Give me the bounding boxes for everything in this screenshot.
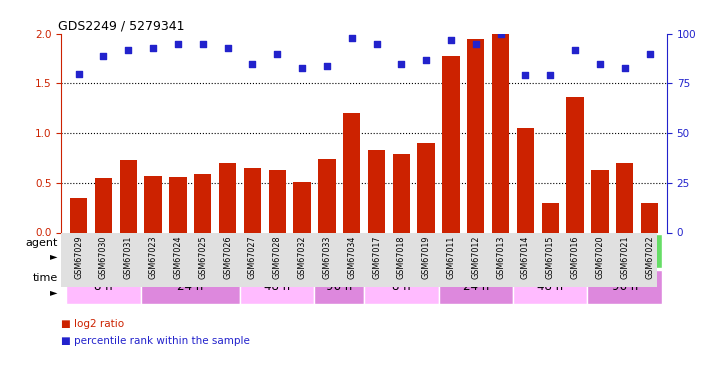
Point <box>619 64 630 70</box>
Bar <box>169 177 187 232</box>
Bar <box>567 98 584 232</box>
Point <box>570 46 581 53</box>
Bar <box>293 182 311 232</box>
Bar <box>513 270 588 304</box>
Point <box>495 31 506 37</box>
Bar <box>364 234 662 268</box>
Point <box>247 60 258 67</box>
Text: GDS2249 / 5279341: GDS2249 / 5279341 <box>58 20 185 33</box>
Point <box>222 45 234 51</box>
Point <box>147 45 159 51</box>
Text: 48 h: 48 h <box>537 280 563 293</box>
Text: GSM67017: GSM67017 <box>372 235 381 279</box>
Text: agent: agent <box>25 238 58 248</box>
Point <box>296 64 308 70</box>
Bar <box>194 174 211 232</box>
Text: GSM67028: GSM67028 <box>273 235 282 279</box>
Bar <box>240 270 314 304</box>
Text: 96 h: 96 h <box>326 280 353 293</box>
Point <box>470 41 482 47</box>
Bar <box>314 270 364 304</box>
Bar <box>492 34 509 232</box>
Text: GSM67014: GSM67014 <box>521 235 530 279</box>
Text: 8 h: 8 h <box>392 280 411 293</box>
Point <box>396 60 407 67</box>
Text: GSM67025: GSM67025 <box>198 235 207 279</box>
Text: GSM67024: GSM67024 <box>174 235 182 279</box>
Text: GSM67030: GSM67030 <box>99 235 108 279</box>
Text: 24 h: 24 h <box>463 280 489 293</box>
Text: GSM67015: GSM67015 <box>546 235 554 279</box>
Point <box>594 60 606 67</box>
Bar <box>244 168 261 232</box>
Bar <box>438 270 513 304</box>
Bar <box>517 128 534 232</box>
Text: ►: ► <box>50 251 58 261</box>
Text: GSM67020: GSM67020 <box>596 235 604 279</box>
Text: arsenic: arsenic <box>492 245 534 258</box>
Bar <box>343 113 360 232</box>
Bar <box>318 159 335 232</box>
Bar <box>219 163 236 232</box>
Text: GSM67032: GSM67032 <box>298 235 306 279</box>
Point <box>197 41 208 47</box>
Point <box>123 46 134 53</box>
Point <box>644 51 655 57</box>
Bar <box>588 270 662 304</box>
Text: control: control <box>195 245 236 258</box>
Text: 48 h: 48 h <box>264 280 291 293</box>
Point <box>544 72 556 78</box>
Text: ■ percentile rank within the sample: ■ percentile rank within the sample <box>61 336 250 346</box>
Text: GSM67031: GSM67031 <box>124 235 133 279</box>
Text: 24 h: 24 h <box>177 280 203 293</box>
Bar <box>94 178 112 232</box>
Point <box>445 37 456 43</box>
Text: GSM67027: GSM67027 <box>248 235 257 279</box>
Text: GSM67023: GSM67023 <box>149 235 158 279</box>
Point <box>520 72 531 78</box>
Bar <box>120 160 137 232</box>
Text: GSM67012: GSM67012 <box>472 235 480 279</box>
Text: GSM67033: GSM67033 <box>322 235 332 279</box>
Bar <box>141 270 240 304</box>
Bar <box>616 163 634 232</box>
Bar <box>144 176 162 232</box>
Text: GSM67019: GSM67019 <box>422 235 430 279</box>
Point <box>172 41 184 47</box>
Point <box>321 63 332 69</box>
Text: 96 h: 96 h <box>611 280 638 293</box>
Bar <box>641 202 658 232</box>
Point <box>371 41 382 47</box>
Text: GSM67018: GSM67018 <box>397 235 406 279</box>
Bar <box>364 270 438 304</box>
Point <box>420 57 432 63</box>
Text: GSM67029: GSM67029 <box>74 235 83 279</box>
Text: ■ log2 ratio: ■ log2 ratio <box>61 320 125 329</box>
Text: GSM67011: GSM67011 <box>446 235 456 279</box>
Bar <box>417 143 435 232</box>
Bar <box>70 198 87 232</box>
Bar <box>66 234 364 268</box>
Text: ►: ► <box>50 287 58 297</box>
Text: GSM67013: GSM67013 <box>496 235 505 279</box>
Text: GSM67022: GSM67022 <box>645 235 654 279</box>
Point <box>73 70 84 76</box>
Text: GSM67021: GSM67021 <box>620 235 629 279</box>
Bar <box>368 150 385 232</box>
Text: GSM67026: GSM67026 <box>223 235 232 279</box>
Point <box>346 35 358 41</box>
Bar <box>591 170 609 232</box>
Text: GSM67016: GSM67016 <box>570 235 580 279</box>
Text: GSM67034: GSM67034 <box>348 235 356 279</box>
Text: 8 h: 8 h <box>94 280 112 293</box>
Bar <box>467 39 485 232</box>
Bar <box>268 170 286 232</box>
Text: time: time <box>32 273 58 284</box>
Bar <box>66 270 141 304</box>
Point <box>98 53 110 58</box>
Point <box>272 51 283 57</box>
Bar <box>393 154 410 232</box>
Bar <box>541 202 559 232</box>
Bar <box>442 56 460 232</box>
